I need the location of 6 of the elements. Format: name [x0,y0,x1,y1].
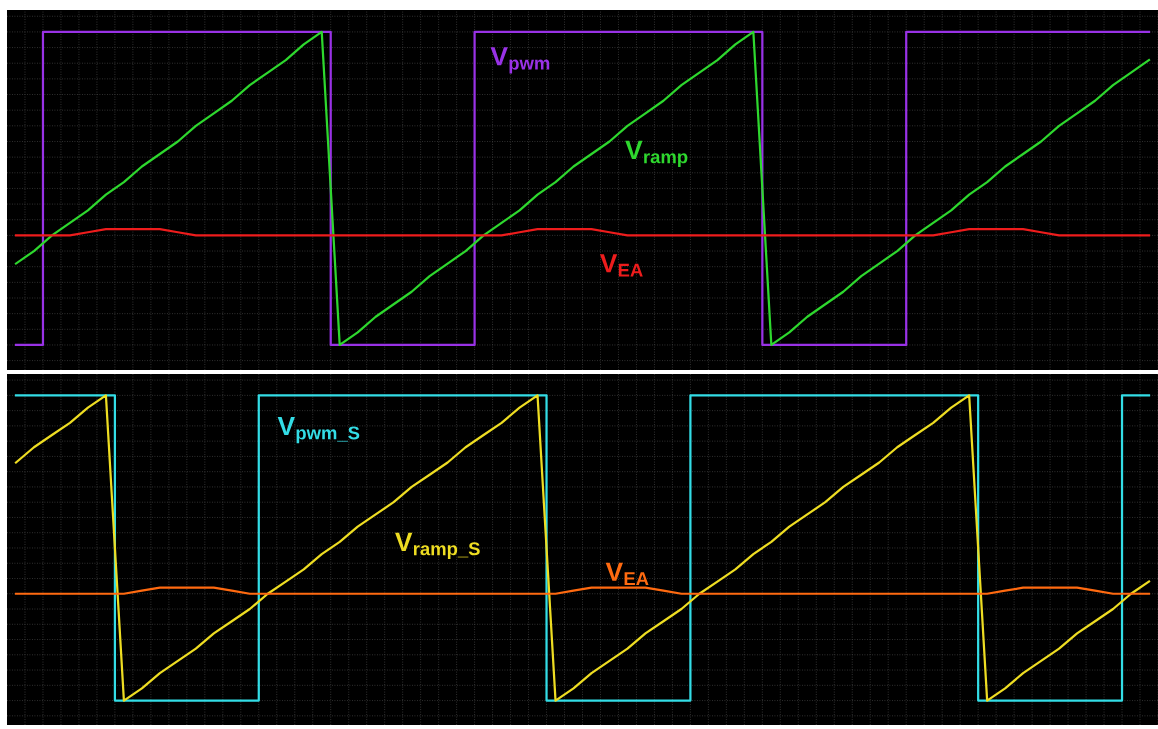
series-label: V$_{ramp}$ [625,140,688,167]
series-label: V$_{ramp_S}$ [395,532,480,559]
series-label: V$_{EA}$ [605,562,649,586]
series-label: V$_{pwm}$ [490,47,550,74]
series-label: V$_{pwm_S}$ [277,416,360,444]
series-label: V$_{EA}$ [599,254,643,277]
